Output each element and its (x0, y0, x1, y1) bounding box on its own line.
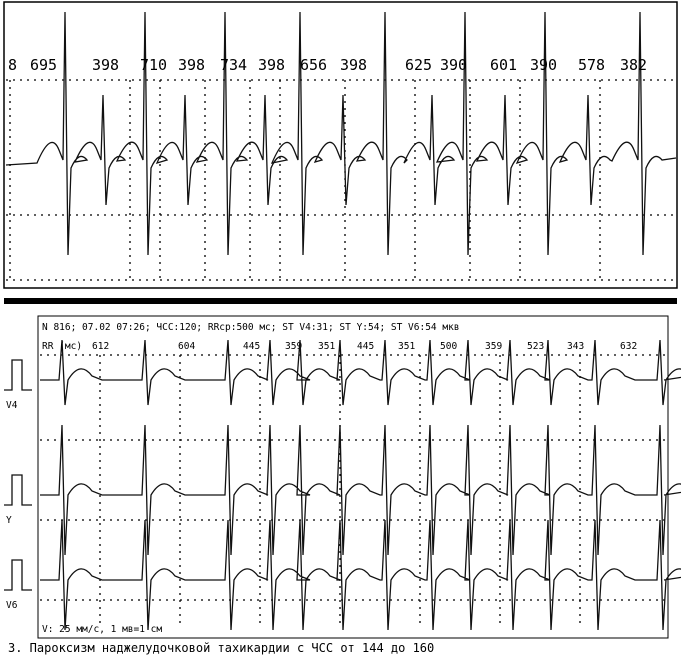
rr-label: 695 (30, 56, 57, 74)
lead-label: V4 (6, 400, 18, 411)
rr-label: 351 (398, 341, 415, 352)
rr-label: 343 (567, 341, 584, 352)
rr-label: 612 (92, 341, 109, 352)
caption: 3. Пароксизм наджелудочковой тахикардии … (8, 641, 434, 655)
rr-label: 390 (440, 56, 467, 74)
rr-label: 8 (8, 56, 17, 74)
calibration-pulse (4, 474, 32, 506)
rr-label: 632 (620, 341, 637, 352)
rr-label: 500 (440, 341, 457, 352)
ecg-trace (40, 424, 681, 556)
top-panel (3, 1, 678, 289)
rr-label: 382 (620, 56, 647, 74)
rr-label: 398 (258, 56, 285, 74)
ecg-trace (40, 519, 681, 631)
rr-label: 523 (527, 341, 544, 352)
calibration-pulse (4, 559, 32, 591)
rr-label: 734 (220, 56, 247, 74)
rr-label: 359 (285, 341, 302, 352)
top-strip: 8 695 398 710 398 734 398 656 398 625 390 601 390 578… (5, 11, 677, 281)
rr-label: 390 (530, 56, 557, 74)
calibration-pulse (4, 359, 32, 391)
rr-label: 445 (357, 341, 374, 352)
bottom-strip: 612 604 445 359 351 445 351 500 359 523 343 632 V4 Y V… (4, 339, 681, 631)
rr-label: 604 (178, 341, 195, 352)
rr-label: 398 (92, 56, 119, 74)
rr-label: 445 (243, 341, 260, 352)
ecg-trace (5, 11, 677, 256)
bottom-panel (37, 315, 669, 639)
rr-label: 359 (485, 341, 502, 352)
rr-label: 601 (490, 56, 517, 74)
header: N 816; 07.02 07:26; ЧСС:120; RRср:500 мс… (42, 322, 460, 333)
lead-label: V6 (6, 600, 18, 611)
rr-label: 656 (300, 56, 327, 74)
rr-label: 398 (178, 56, 205, 74)
rr-label: 710 (140, 56, 167, 74)
ecg-trace (40, 339, 681, 406)
rr-label: 351 (318, 341, 335, 352)
separator (4, 298, 677, 304)
lead-label: Y (6, 515, 12, 526)
rr-label: 625 (405, 56, 432, 74)
rr-label: 398 (340, 56, 367, 74)
rr-title: RR (мс) (42, 341, 82, 352)
footer: V: 25 мм/с, 1 мв=1 см (42, 624, 162, 635)
rr-label: 578 (578, 56, 605, 74)
